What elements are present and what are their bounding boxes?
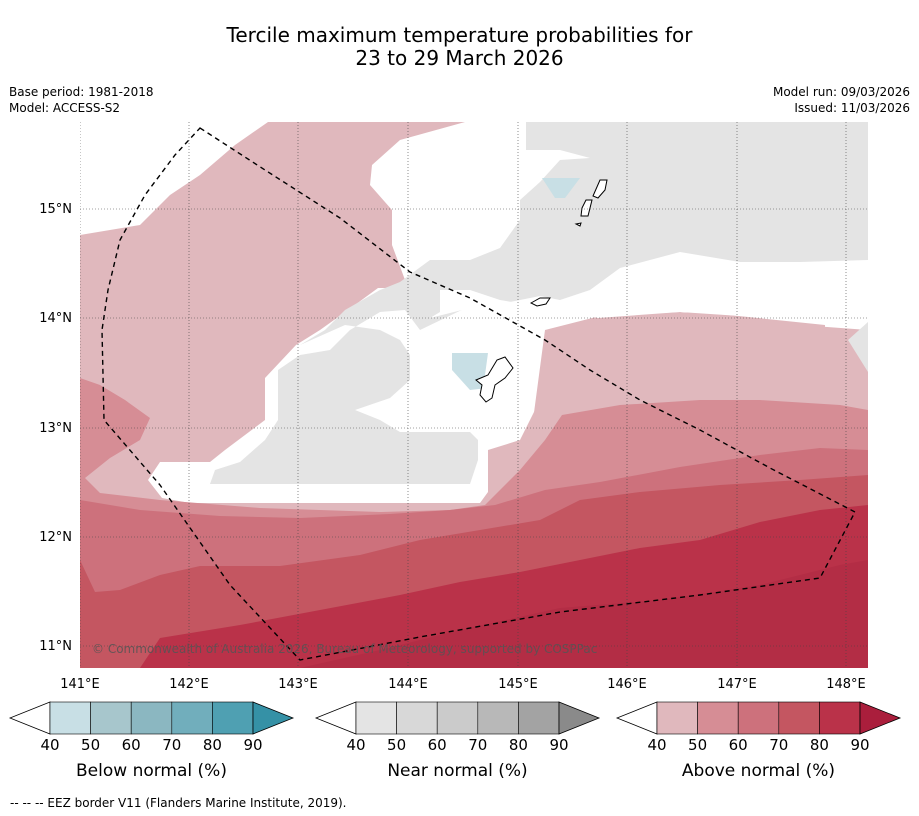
colorbar-segment — [656, 701, 698, 735]
colorbar-segment — [477, 701, 519, 735]
lat-label: 14°N — [39, 311, 72, 326]
eez-border — [101, 127, 856, 661]
colorbar-title-below: Below normal (%) — [76, 761, 227, 781]
tinian-island — [580, 199, 593, 217]
aguijan-island — [574, 222, 582, 227]
latitude-labels: 15°N 14°N 13°N 12°N 11°N — [39, 202, 72, 654]
lat-label: 12°N — [39, 530, 72, 545]
colorbar-segment — [819, 701, 861, 735]
lon-label: 142°E — [169, 677, 209, 692]
colorbar-segment — [90, 701, 132, 735]
colorbar-segment — [396, 701, 438, 735]
saipan-island — [592, 179, 608, 199]
lat-label: 15°N — [39, 202, 72, 217]
chart-title-line2: 23 to 29 March 2026 — [355, 46, 564, 70]
colorbar-tick-label: 40 — [40, 736, 60, 754]
chart-title-line1: Tercile maximum temperature probabilitie… — [226, 23, 693, 47]
lon-label: 145°E — [498, 677, 538, 692]
colorbar-tick-label: 90 — [243, 736, 263, 754]
colorbar-tick-label: 70 — [769, 736, 789, 754]
colorbar-high-extension — [252, 701, 295, 735]
base-period-label: Base period: 1981-2018 — [9, 85, 154, 99]
model-label: Model: ACCESS-S2 — [9, 101, 121, 115]
colorbar-segment — [737, 701, 780, 735]
colorbar-tick-label: 60 — [121, 736, 141, 754]
colorbar-high-extension — [558, 701, 601, 735]
lon-label: 147°E — [717, 677, 757, 692]
eez-footnote: -- -- -- EEZ border V11 (Flanders Marine… — [10, 796, 347, 810]
rota-island — [529, 297, 551, 307]
copyright-notice: © Commonwealth of Australia 2026, Bureau… — [92, 642, 597, 656]
colorbar-segment — [778, 701, 820, 735]
colorbar-low-extension — [314, 701, 357, 735]
colorbar-tick-label: 80 — [809, 736, 829, 754]
lon-label: 144°E — [388, 677, 428, 692]
near-normal-40-east — [848, 322, 868, 372]
colorbar-tick-label: 60 — [427, 736, 447, 754]
colorbar-segment — [436, 701, 479, 735]
colorbar-title-above: Above normal (%) — [681, 761, 836, 781]
colorbar-legends — [8, 701, 902, 735]
colorbar-tick-label: 70 — [468, 736, 488, 754]
colorbar-tick-label: 60 — [728, 736, 748, 754]
lat-label: 13°N — [39, 421, 72, 436]
below-normal-40-north — [542, 178, 580, 198]
longitude-labels: 141°E 142°E 143°E 144°E 145°E 146°E 147°… — [60, 677, 866, 692]
lat-label: 11°N — [39, 639, 72, 654]
lon-label: 146°E — [607, 677, 647, 692]
map-gridlines — [80, 122, 868, 668]
colorbar-tick-label: 40 — [647, 736, 667, 754]
colorbar-high-extension — [859, 701, 902, 735]
lon-label: 141°E — [60, 677, 100, 692]
colorbar-tick-label: 40 — [346, 736, 366, 754]
colorbar-tick-label: 50 — [688, 736, 708, 754]
colorbar-tick-label: 50 — [81, 736, 101, 754]
colorbar-tick-label: 80 — [508, 736, 528, 754]
colorbar-low-extension — [615, 701, 658, 735]
colorbar-segment — [130, 701, 173, 735]
colorbar-tick-label: 50 — [387, 736, 407, 754]
colorbar-title-near: Near normal (%) — [387, 761, 528, 781]
colorbar-segment — [171, 701, 213, 735]
near-normal-40-central — [210, 122, 868, 484]
issued-label: Issued: 11/03/2026 — [794, 101, 910, 115]
colorbar-tick-label: 90 — [850, 736, 870, 754]
model-run-label: Model run: 09/03/2026 — [772, 85, 910, 99]
guam-island — [475, 356, 514, 403]
above-normal-90-strip — [300, 560, 868, 668]
colorbar-low-extension — [8, 701, 51, 735]
colorbar-segment — [355, 701, 397, 735]
colorbar-segment — [518, 701, 560, 735]
colorbar-segment — [697, 701, 739, 735]
colorbar-segment — [212, 701, 254, 735]
colorbar-tick-label: 80 — [202, 736, 222, 754]
lon-label: 148°E — [826, 677, 866, 692]
lon-label: 143°E — [278, 677, 318, 692]
colorbar-segment — [49, 701, 91, 735]
colorbar-tick-label: 90 — [549, 736, 569, 754]
colorbar-tick-label: 70 — [162, 736, 182, 754]
